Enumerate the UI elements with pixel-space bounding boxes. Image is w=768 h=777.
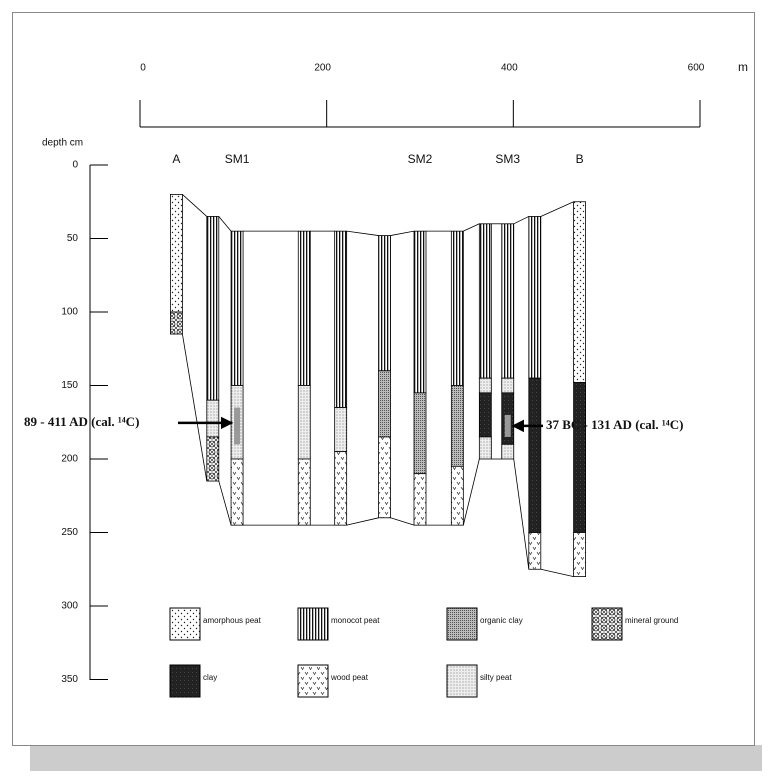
depth-label: 50 bbox=[67, 233, 79, 244]
depth-label: 200 bbox=[61, 454, 78, 465]
legend-label: wood peat bbox=[330, 673, 369, 682]
legend-swatch bbox=[170, 608, 200, 640]
depth-label: 300 bbox=[61, 601, 78, 612]
legend-label: organic clay bbox=[480, 616, 523, 625]
legend-label: mineral ground bbox=[625, 616, 678, 625]
core-layer bbox=[298, 459, 310, 525]
depth-label: 0 bbox=[72, 160, 78, 171]
sample bbox=[234, 408, 240, 445]
core-layer bbox=[574, 383, 586, 533]
core-layer bbox=[170, 194, 182, 312]
legend-label: clay bbox=[203, 673, 217, 682]
date-label: 37 BC - 131 AD (cal. ¹⁴C) bbox=[546, 417, 683, 432]
scale-label: 0 bbox=[140, 63, 146, 74]
core-label: SM3 bbox=[495, 152, 520, 166]
core-layer bbox=[298, 231, 310, 385]
legend-swatch bbox=[298, 665, 328, 697]
core-layer bbox=[479, 437, 491, 459]
legend-swatch bbox=[447, 665, 477, 697]
core-layer bbox=[529, 378, 541, 532]
core-layer bbox=[502, 224, 514, 378]
scale-label: 600 bbox=[688, 63, 705, 74]
core-layer bbox=[231, 231, 243, 385]
depth-label: 100 bbox=[61, 307, 78, 318]
core-layer bbox=[502, 378, 514, 393]
core-label: B bbox=[576, 152, 584, 166]
core-layer bbox=[379, 371, 391, 437]
distance-unit: m bbox=[738, 60, 748, 74]
core-layer bbox=[335, 408, 347, 452]
core-label: SM2 bbox=[408, 152, 433, 166]
scale-label: 400 bbox=[501, 63, 518, 74]
depth-axis-label: depth cm bbox=[42, 138, 83, 149]
legend-swatch bbox=[592, 608, 622, 640]
core-layer bbox=[379, 236, 391, 371]
core-layer bbox=[335, 452, 347, 526]
depth-label: 150 bbox=[61, 380, 78, 391]
figure: depth cm m 0 200 400 600 0 50 100 150 200 250 300 3… bbox=[0, 0, 768, 777]
core-layer bbox=[451, 466, 463, 525]
core-layer bbox=[529, 533, 541, 570]
sample bbox=[505, 415, 511, 437]
core-layer bbox=[502, 444, 514, 459]
core-layer bbox=[335, 231, 347, 407]
legend-swatch bbox=[298, 608, 328, 640]
core-layer bbox=[574, 202, 586, 383]
legend-label: amorphous peat bbox=[203, 616, 262, 625]
legend-label: silty peat bbox=[480, 673, 512, 682]
core-layer bbox=[207, 400, 219, 437]
core-layer bbox=[414, 393, 426, 474]
core-layer bbox=[479, 224, 491, 378]
core-layer bbox=[207, 437, 219, 481]
core-layer bbox=[479, 378, 491, 393]
date-label: 89 - 411 AD (cal. ¹⁴C) bbox=[24, 414, 139, 429]
core-layer bbox=[414, 474, 426, 525]
core-layer bbox=[414, 231, 426, 393]
scale-label: 200 bbox=[314, 63, 331, 74]
core-layer bbox=[574, 533, 586, 577]
core-layer bbox=[207, 216, 219, 400]
legend-label: monocot peat bbox=[331, 616, 380, 625]
core-layer bbox=[451, 386, 463, 467]
core-layer bbox=[231, 459, 243, 525]
depth-label: 250 bbox=[61, 527, 78, 538]
legend-swatch bbox=[447, 608, 477, 640]
core-layer bbox=[529, 216, 541, 378]
core-layer bbox=[479, 393, 491, 437]
depth-label: 350 bbox=[61, 674, 78, 685]
core-layer bbox=[298, 386, 310, 460]
core-layer bbox=[379, 437, 391, 518]
legend-swatch bbox=[170, 665, 200, 697]
core-label: SM1 bbox=[225, 152, 250, 166]
core-label: A bbox=[172, 152, 180, 166]
core-layer bbox=[451, 231, 463, 385]
core-layer bbox=[170, 312, 182, 334]
shadow bbox=[30, 745, 762, 771]
